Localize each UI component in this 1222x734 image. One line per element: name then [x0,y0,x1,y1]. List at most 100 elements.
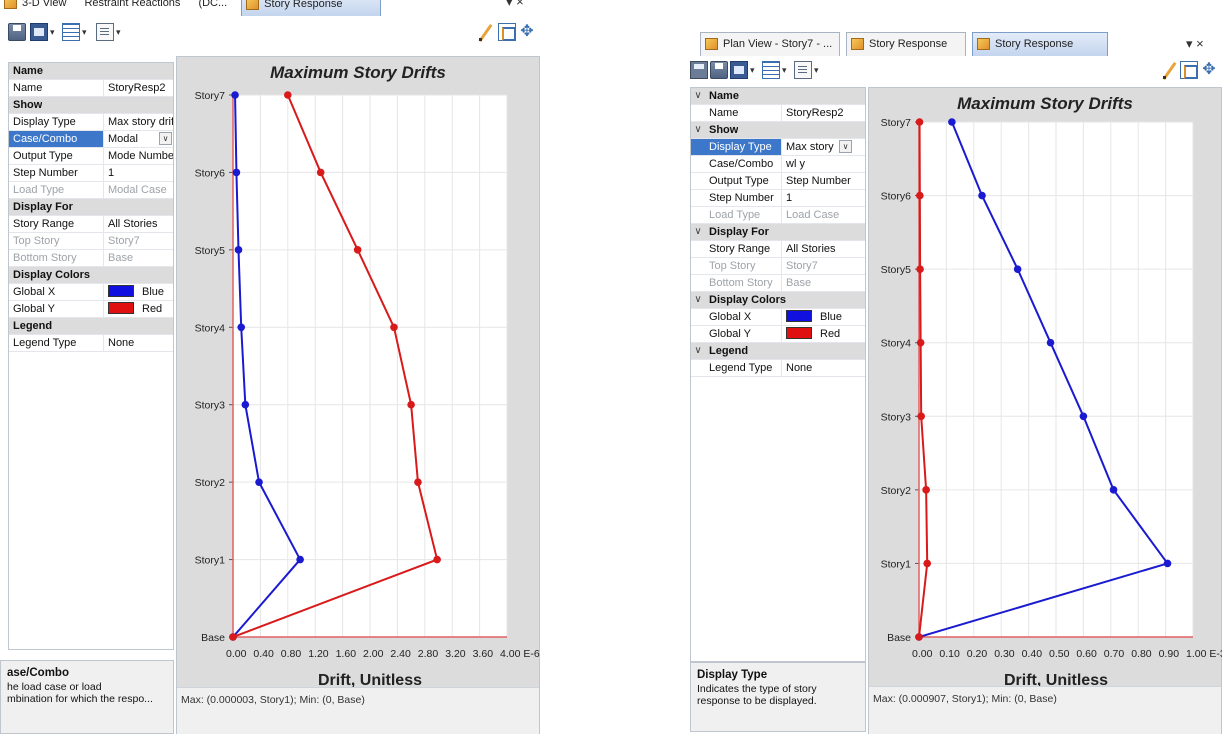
color-swatch[interactable] [108,285,134,297]
data-point[interactable] [923,559,932,568]
property-value[interactable]: All Stories [103,216,173,232]
window-controls[interactable]: ▾ × [506,0,524,9]
data-point[interactable] [390,323,398,332]
data-point[interactable] [296,555,304,564]
property-value[interactable]: Base [781,275,853,291]
property-value[interactable]: All Stories [781,241,853,257]
property-row-story-range[interactable]: Story Range All Stories [691,241,865,258]
collapse-chevron-icon[interactable]: ∨ [694,345,702,356]
color-swatch[interactable] [108,302,134,314]
color-swatch[interactable] [786,327,812,339]
property-row-top-story[interactable]: Top Story Story7 [9,233,173,250]
chevron-down-icon[interactable]: ▾ [82,27,87,37]
chevron-down-icon[interactable]: ▾ [782,65,787,75]
collapse-chevron-icon[interactable]: ∨ [694,226,702,237]
property-value[interactable]: Blue [781,309,853,325]
color-swatch[interactable] [786,310,812,322]
collapse-chevron-icon[interactable]: ∨ [694,90,702,101]
layers-icon[interactable] [498,23,516,41]
pencil-icon[interactable] [476,23,494,41]
data-point[interactable] [916,191,924,200]
data-point[interactable] [1079,412,1088,421]
property-value[interactable]: None [103,335,173,351]
category-name[interactable]: Name [9,63,173,80]
property-row-load-type[interactable]: Load Type Modal Case [9,182,173,199]
property-row-name[interactable]: Name StoryResp2 [9,80,173,97]
data-point[interactable] [414,478,422,486]
data-point[interactable] [1013,265,1022,273]
display-chart-icon[interactable] [730,61,748,79]
collapse-chevron-icon[interactable]: ∨ [694,294,702,305]
category-show[interactable]: Show [9,97,173,114]
data-point[interactable] [1163,559,1172,568]
pencil-icon[interactable] [1160,61,1178,79]
property-row-bottom-story[interactable]: Bottom Story Base [691,275,865,292]
move-icon[interactable]: ✥ [520,23,534,40]
property-row-legend-type[interactable]: Legend Type None [9,335,173,352]
data-point[interactable] [1046,338,1055,347]
chevron-down-icon[interactable]: ▾ [750,65,755,75]
property-value[interactable]: Mode Number [103,148,173,164]
property-value[interactable]: wl y [781,156,853,172]
property-value[interactable]: Red [781,326,853,342]
data-point[interactable] [915,633,923,641]
property-row-bottom-story[interactable]: Bottom Story Base [9,250,173,267]
property-value[interactable]: Modal Case [103,182,173,198]
tab-story-response-active[interactable]: Story Response [972,32,1108,56]
property-value[interactable]: Max story drift [103,114,173,130]
data-point[interactable] [916,265,924,273]
category-display-for[interactable]: ∨ Display For [691,224,865,241]
property-value[interactable]: None [781,360,853,376]
category-display-colors[interactable]: Display Colors [9,267,173,284]
tab-story-response[interactable]: Story Response [241,0,382,16]
data-point[interactable] [284,91,292,99]
property-row-output-type[interactable]: Output Type Step Number [691,173,865,190]
data-point[interactable] [916,338,925,347]
property-row-step-number[interactable]: Step Number 1 [9,165,173,182]
save-icon[interactable] [690,61,708,79]
data-point[interactable] [241,400,250,409]
table-icon[interactable] [62,23,80,41]
property-value[interactable]: Step Number [781,173,853,189]
data-point[interactable] [915,118,924,126]
property-value[interactable]: Story7 [781,258,853,274]
property-row-display-type[interactable]: Display Type Max story drift [9,114,173,131]
property-row-load-type[interactable]: Load Type Load Case [691,207,865,224]
tab-dc[interactable]: (DC... [194,0,235,16]
data-point[interactable] [234,246,243,254]
property-value[interactable]: 1 [103,165,173,181]
property-row-global-y[interactable]: Global Y Red [9,301,173,318]
category-legend[interactable]: ∨ Legend [691,343,865,360]
collapse-chevron-icon[interactable]: ∨ [694,124,702,135]
property-row-case-combo[interactable]: Case/Combo wl y [691,156,865,173]
property-value[interactable]: 1 [781,190,853,206]
document-icon[interactable] [96,23,114,41]
data-point[interactable] [407,400,415,409]
property-value[interactable]: StoryResp2 [103,80,173,96]
category-display-for[interactable]: Display For [9,199,173,216]
property-row-global-x[interactable]: Global X Blue [691,309,865,326]
property-row-output-type[interactable]: Output Type Mode Number [9,148,173,165]
data-point[interactable] [229,633,237,641]
property-value[interactable]: Base [103,250,173,266]
property-value[interactable]: Story7 [103,233,173,249]
property-value[interactable]: Red [103,301,173,317]
display-chart-icon[interactable] [30,23,48,41]
property-value[interactable]: Load Case [781,207,853,223]
property-row-story-range[interactable]: Story Range All Stories [9,216,173,233]
print-icon[interactable] [8,23,26,41]
data-point[interactable] [353,246,362,254]
data-point[interactable] [231,91,239,99]
data-point[interactable] [316,168,325,177]
data-point[interactable] [948,118,956,126]
property-value[interactable]: StoryResp2 [781,105,853,121]
property-row-global-x[interactable]: Global X Blue [9,284,173,301]
layers-icon[interactable] [1180,61,1198,79]
chevron-down-icon[interactable]: ▾ [814,65,819,75]
move-icon[interactable]: ✥ [1202,61,1216,78]
data-point[interactable] [917,412,925,421]
data-point[interactable] [922,486,930,494]
property-row-step-number[interactable]: Step Number 1 [691,190,865,207]
tab-3d-view[interactable]: 3-D View [0,0,74,16]
property-row-global-y[interactable]: Global Y Red [691,326,865,343]
